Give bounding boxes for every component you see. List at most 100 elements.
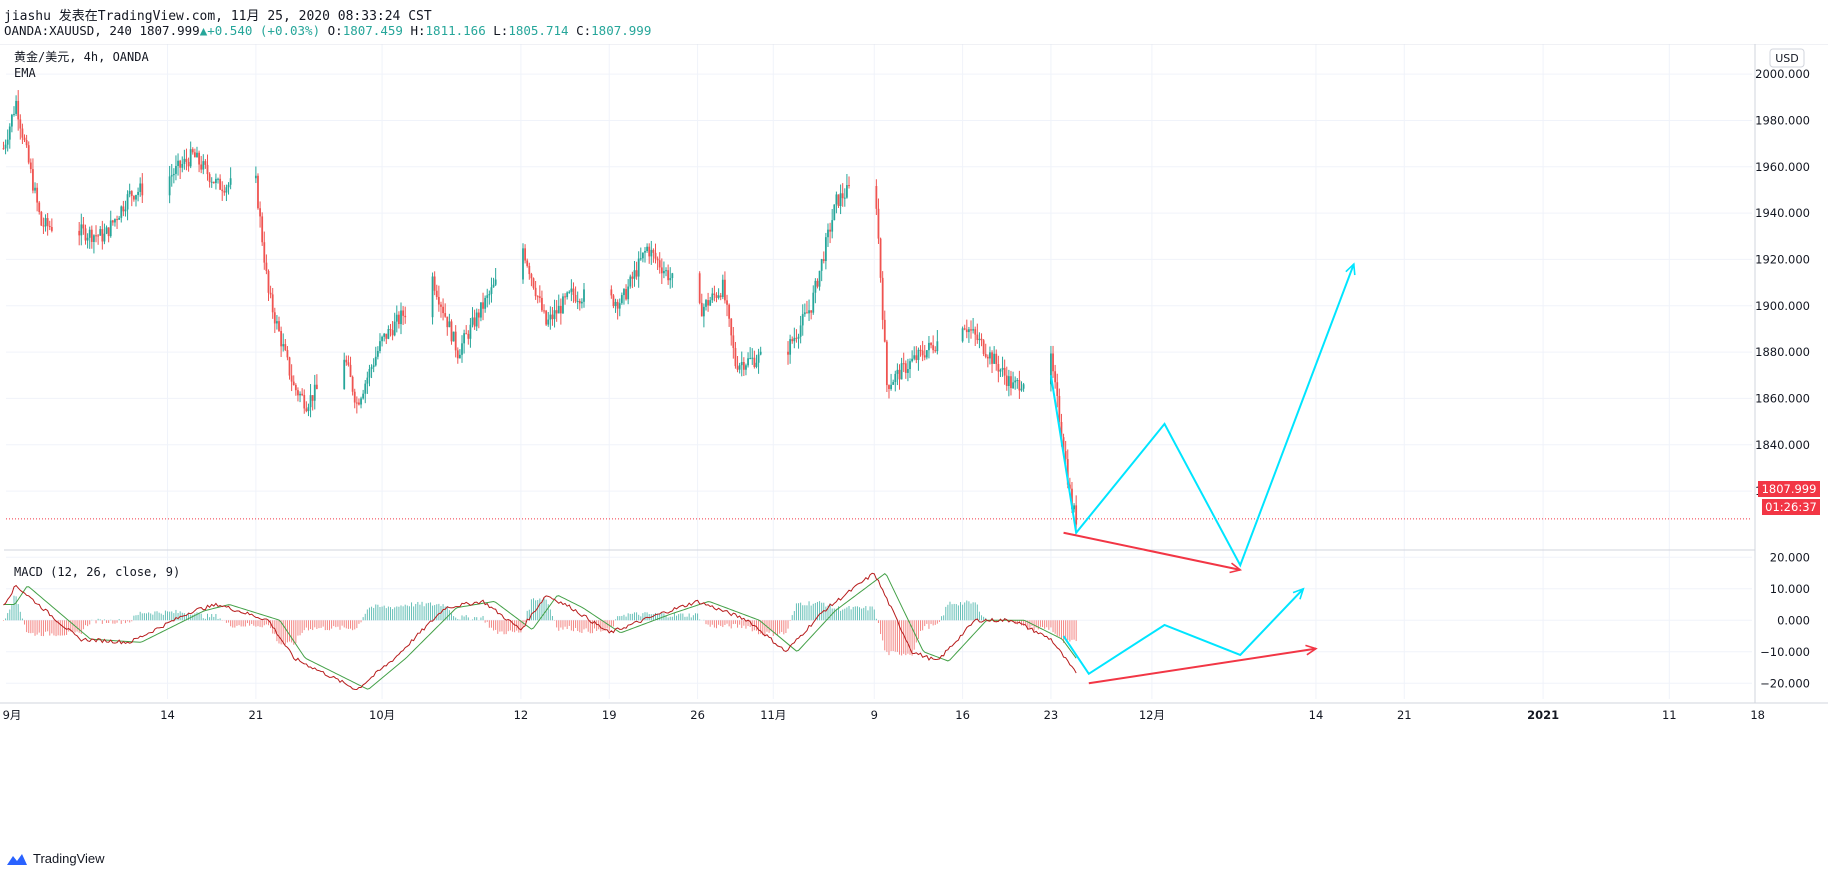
candle xyxy=(618,298,621,317)
candle-body xyxy=(652,249,655,253)
candle-body xyxy=(541,297,543,311)
candle-body xyxy=(168,176,171,196)
candle-body xyxy=(885,341,888,386)
candle-body xyxy=(261,216,264,243)
candle xyxy=(122,200,125,217)
candle xyxy=(366,371,369,394)
candle-body xyxy=(10,114,13,127)
candle-body xyxy=(984,353,987,357)
candle xyxy=(1005,366,1008,391)
candle-body xyxy=(177,160,179,166)
candle-body xyxy=(562,296,564,314)
candle xyxy=(381,335,383,347)
candle xyxy=(961,326,964,343)
user-drawings[interactable] xyxy=(1049,262,1356,685)
candle-body xyxy=(221,189,224,192)
candle xyxy=(454,325,457,358)
candle-body xyxy=(480,302,482,318)
candle-body xyxy=(456,350,459,359)
candle xyxy=(881,271,884,330)
candle-body xyxy=(488,293,491,296)
candle-body xyxy=(463,333,466,344)
candle xyxy=(307,403,310,417)
candle-body xyxy=(229,178,232,185)
candle-body xyxy=(1075,505,1078,525)
candle-body xyxy=(105,227,108,234)
candle xyxy=(980,333,983,347)
candle xyxy=(999,368,1002,377)
candle xyxy=(557,294,560,314)
candle-body xyxy=(471,317,474,325)
candle-body xyxy=(810,310,813,313)
candle xyxy=(215,173,217,190)
candle-body xyxy=(572,288,575,295)
candle-body xyxy=(93,235,95,242)
candle-body xyxy=(128,191,131,195)
candle-body xyxy=(749,357,752,359)
candle xyxy=(111,219,114,226)
candle xyxy=(99,226,102,236)
candle-body xyxy=(618,303,621,309)
ohlc-line: OANDA:XAUUSD, 240 1807.999▲+0.540 (+0.03… xyxy=(4,23,651,38)
candle-body xyxy=(381,336,383,342)
candle-body xyxy=(46,218,49,226)
candle-body xyxy=(185,158,188,162)
candle xyxy=(223,184,226,196)
candle xyxy=(728,303,731,327)
candle-body xyxy=(1060,421,1063,438)
candle-body xyxy=(658,260,661,268)
candle-body xyxy=(461,343,463,355)
low-label: L: xyxy=(493,23,509,38)
price-chart[interactable]: 2000.0001980.0001960.0001940.0001920.000… xyxy=(0,44,1828,844)
candle xyxy=(273,307,276,334)
candle xyxy=(172,168,175,184)
candle-body xyxy=(583,289,585,302)
candle xyxy=(564,293,566,305)
candle xyxy=(376,346,379,360)
candle xyxy=(212,181,215,184)
candle xyxy=(227,182,230,195)
candle xyxy=(480,302,482,322)
candle xyxy=(80,213,83,246)
candle-body xyxy=(353,391,356,403)
candle xyxy=(225,184,228,202)
candle xyxy=(974,326,977,347)
time-tick-label: 21 xyxy=(249,708,264,722)
candle xyxy=(444,303,447,318)
candle xyxy=(620,292,623,305)
macd-trend-line xyxy=(1088,647,1317,685)
candle-body xyxy=(179,160,182,168)
candle-body xyxy=(122,206,125,212)
candle-body xyxy=(631,276,634,279)
candle-body xyxy=(288,357,291,376)
candle xyxy=(803,303,806,317)
candle xyxy=(358,398,360,406)
tradingview-brand[interactable]: TradingView xyxy=(6,851,105,866)
candle xyxy=(890,373,892,391)
candle-body xyxy=(120,206,123,218)
support-arrowhead xyxy=(1229,562,1243,574)
candle-body xyxy=(437,296,440,305)
candle xyxy=(433,271,436,296)
candle xyxy=(646,243,648,253)
candle xyxy=(168,165,171,204)
candle-body xyxy=(494,279,497,285)
candle xyxy=(82,217,85,235)
currency-badge[interactable]: USD xyxy=(1769,48,1805,68)
candle-body xyxy=(555,310,558,314)
candle-body xyxy=(19,119,22,129)
candle xyxy=(641,252,644,263)
candle-body xyxy=(1066,459,1069,485)
candle-body xyxy=(570,288,573,292)
time-tick-label: 18 xyxy=(1750,708,1765,722)
candle xyxy=(391,321,394,341)
candle xyxy=(1064,440,1067,464)
candle xyxy=(1022,382,1025,392)
candle xyxy=(463,329,466,354)
candle xyxy=(730,318,733,346)
candle xyxy=(364,380,367,404)
candle xyxy=(1073,503,1075,513)
chart-grid xyxy=(6,44,1752,699)
candle xyxy=(114,218,116,227)
candle xyxy=(814,278,817,304)
